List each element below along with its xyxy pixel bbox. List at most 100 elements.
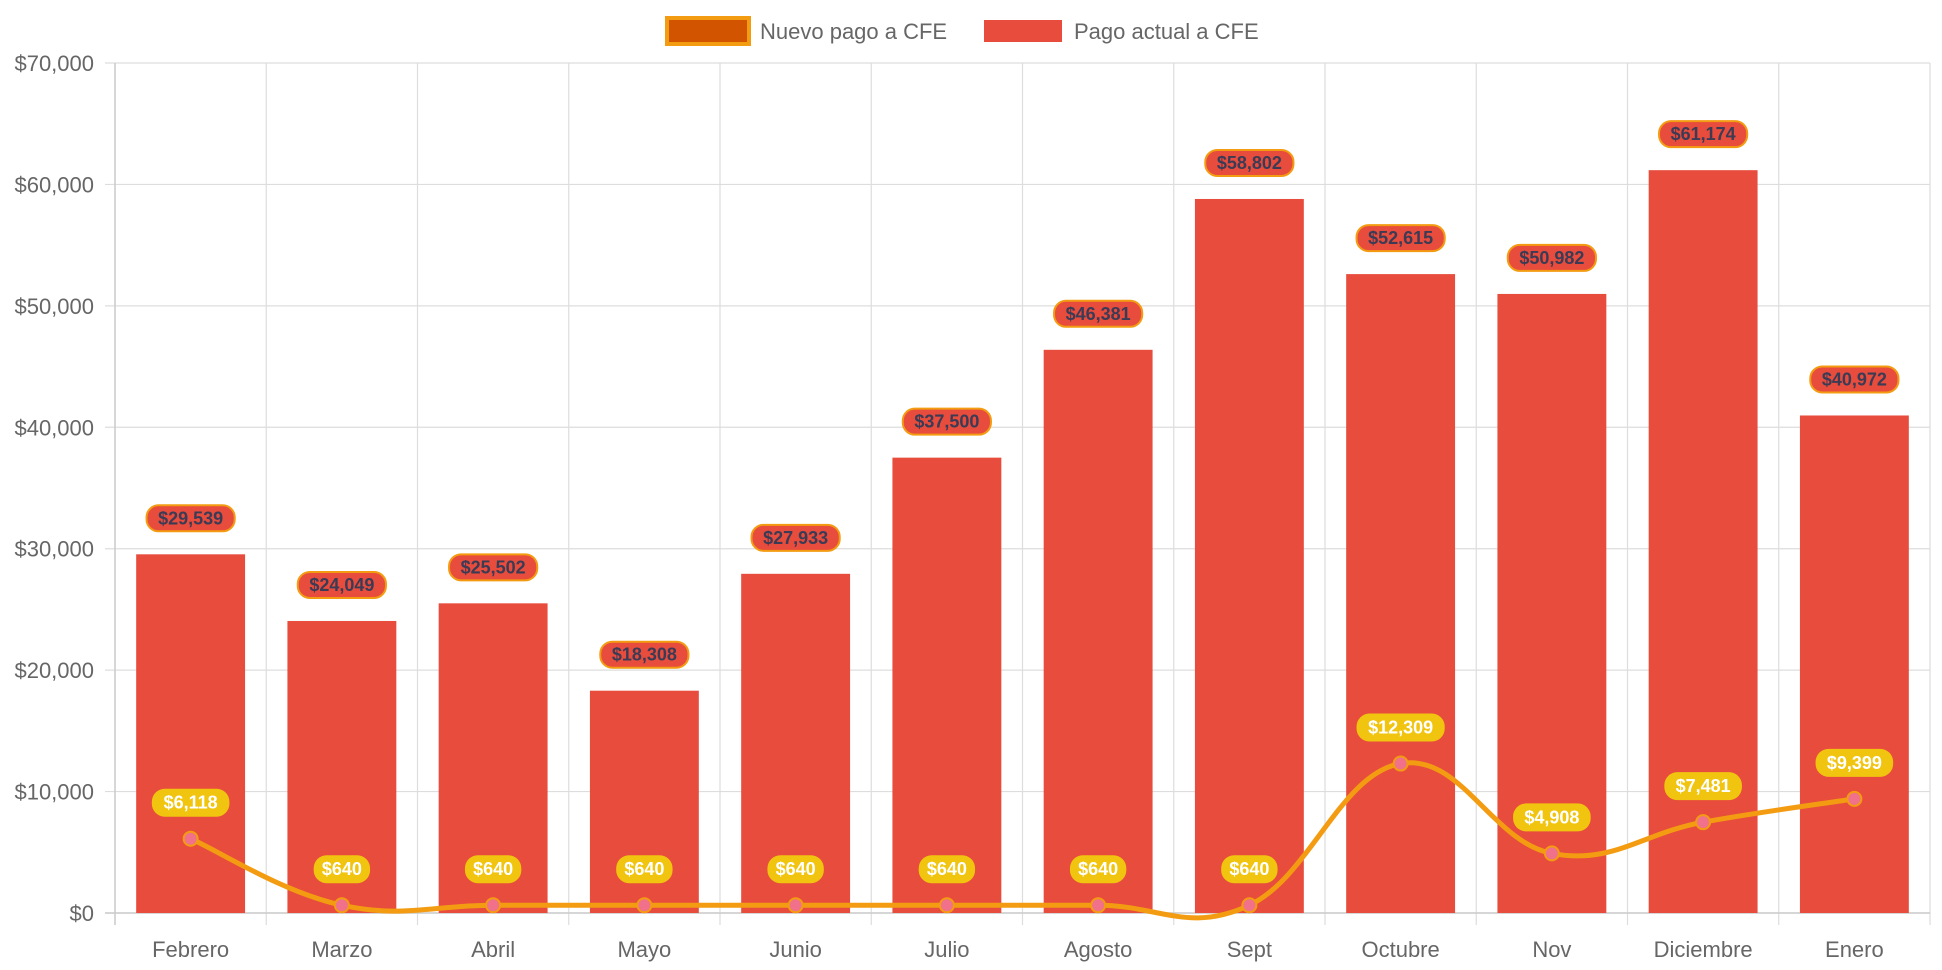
y-tick-label: $30,000 xyxy=(14,537,94,562)
legend-swatch-pago-actual xyxy=(984,20,1062,42)
bar xyxy=(136,554,246,913)
line-data-label: $640 xyxy=(927,859,967,879)
line-point xyxy=(1392,755,1409,772)
line-label-bg xyxy=(1664,772,1742,801)
bar-label-bg xyxy=(1204,148,1295,177)
line-label-bg xyxy=(1815,748,1894,777)
legend: Nuevo pago a CFE Pago actual a CFE xyxy=(665,16,1259,46)
bar-data-label: $24,049 xyxy=(309,575,374,595)
line-label-bg xyxy=(616,855,673,884)
bar-data-label: $27,933 xyxy=(763,528,828,548)
y-tick-label: $0 xyxy=(70,901,94,926)
bar-series-pago-actual xyxy=(136,170,1909,914)
bar-data-label: $40,972 xyxy=(1822,369,1887,389)
y-tick-label: $60,000 xyxy=(14,172,94,197)
bar-data-label: $25,502 xyxy=(461,557,526,577)
bar-data-label: $46,381 xyxy=(1066,304,1131,324)
line-data-label: $9,399 xyxy=(1827,753,1882,773)
x-axis: Febrero Marzo Abril Mayo Junio Julio Agosto Sep… xyxy=(105,912,1930,962)
line-point xyxy=(182,830,199,847)
bar-label-bg xyxy=(448,553,539,582)
line-series-nuevo-pago xyxy=(182,755,1863,921)
line-label-bg xyxy=(464,855,522,884)
legend-label-nuevo-pago: Nuevo pago a CFE xyxy=(760,19,947,44)
bar-label-bg xyxy=(1355,224,1446,253)
bar-data-label: $52,615 xyxy=(1368,228,1433,248)
bar-data-label: $50,982 xyxy=(1519,248,1584,268)
line-data-label: $640 xyxy=(322,859,362,879)
x-tick-label: Julio xyxy=(924,937,969,962)
x-tick-label: Octubre xyxy=(1361,937,1439,962)
line-label-bg xyxy=(1513,803,1591,832)
bar-label-bg xyxy=(296,570,387,599)
line-label-bg xyxy=(313,855,371,884)
line-data-label: $640 xyxy=(1078,859,1118,879)
grid-lines xyxy=(105,62,1931,925)
bar xyxy=(892,457,1002,913)
line-data-label: $640 xyxy=(776,859,816,879)
line-point xyxy=(333,897,350,914)
bar-label-bg xyxy=(901,407,992,436)
line-point xyxy=(1695,814,1712,831)
x-tick-label: Febrero xyxy=(152,937,229,962)
y-tick-label: $70,000 xyxy=(14,51,94,76)
line-data-label: $4,908 xyxy=(1524,807,1579,827)
legend-item-nuevo-pago[interactable]: Nuevo pago a CFE xyxy=(665,16,947,46)
x-tick-label: Abril xyxy=(471,937,515,962)
x-tick-label: Sept xyxy=(1227,937,1272,962)
x-tick-label: Nov xyxy=(1532,937,1571,962)
x-tick-label: Agosto xyxy=(1064,937,1133,962)
bar xyxy=(1648,170,1758,913)
line-label-bg xyxy=(1221,855,1278,884)
line-label-bg xyxy=(151,788,230,817)
x-tick-label: Mayo xyxy=(617,937,671,962)
line-point xyxy=(485,897,502,914)
y-tick-label: $40,000 xyxy=(14,415,94,440)
y-tick-label: $10,000 xyxy=(14,780,94,805)
line-label-bg xyxy=(767,855,824,884)
legend-item-pago-actual[interactable]: Pago actual a CFE xyxy=(984,19,1259,44)
legend-swatch-nuevo-pago xyxy=(665,16,751,46)
line-point xyxy=(1846,790,1863,807)
y-tick-label: $20,000 xyxy=(14,658,94,683)
legend-label-pago-actual: Pago actual a CFE xyxy=(1074,19,1259,44)
bar-label-bg xyxy=(750,523,841,552)
bar-data-label: $61,174 xyxy=(1671,124,1736,144)
bar-label-bg xyxy=(1809,365,1900,394)
bar-data-labels: $29,539 $24,049 $25,502 $18,308 $27,933 $37,5… xyxy=(145,120,1900,669)
bar-label-bg xyxy=(145,504,236,533)
line-data-label: $7,481 xyxy=(1676,776,1731,796)
line-data-label: $640 xyxy=(473,859,513,879)
line-data-label: $6,118 xyxy=(164,793,218,813)
line-point xyxy=(938,897,955,914)
bar-label-bg xyxy=(1506,243,1597,272)
line-data-label: $640 xyxy=(1229,859,1269,879)
y-axis: $0 $10,000 $20,000 $30,000 $40,000 $50,000 $60… xyxy=(14,51,116,926)
bar xyxy=(1346,274,1456,913)
x-tick-label: Marzo xyxy=(311,937,372,962)
bar-data-label: $18,308 xyxy=(612,645,677,665)
line-label-bg xyxy=(1069,855,1127,884)
line-point xyxy=(636,897,653,914)
bar xyxy=(1194,198,1304,913)
line-label-bg xyxy=(1356,713,1445,742)
y-tick-label: $50,000 xyxy=(14,294,94,319)
x-tick-label: Enero xyxy=(1825,937,1884,962)
line-data-label: $12,309 xyxy=(1368,718,1433,738)
bar-label-bg xyxy=(1658,120,1749,149)
line-data-label: $640 xyxy=(624,859,664,879)
line-data-labels: $6,118 $640 $640 $640 $640 $640 $640 $640 $12,30… xyxy=(151,713,1894,884)
bar-data-label: $58,802 xyxy=(1217,153,1282,173)
line-point xyxy=(787,897,804,914)
bar-label-bg xyxy=(599,640,690,669)
bar xyxy=(1043,349,1153,914)
x-tick-label: Diciembre xyxy=(1654,937,1753,962)
bar-data-label: $37,500 xyxy=(914,412,979,432)
bar xyxy=(1799,415,1909,913)
bar-label-bg xyxy=(1053,299,1144,328)
x-tick-label: Junio xyxy=(769,937,822,962)
line-label-bg xyxy=(918,855,976,884)
bar-data-label: $29,539 xyxy=(158,508,223,528)
line-point xyxy=(1241,897,1258,914)
